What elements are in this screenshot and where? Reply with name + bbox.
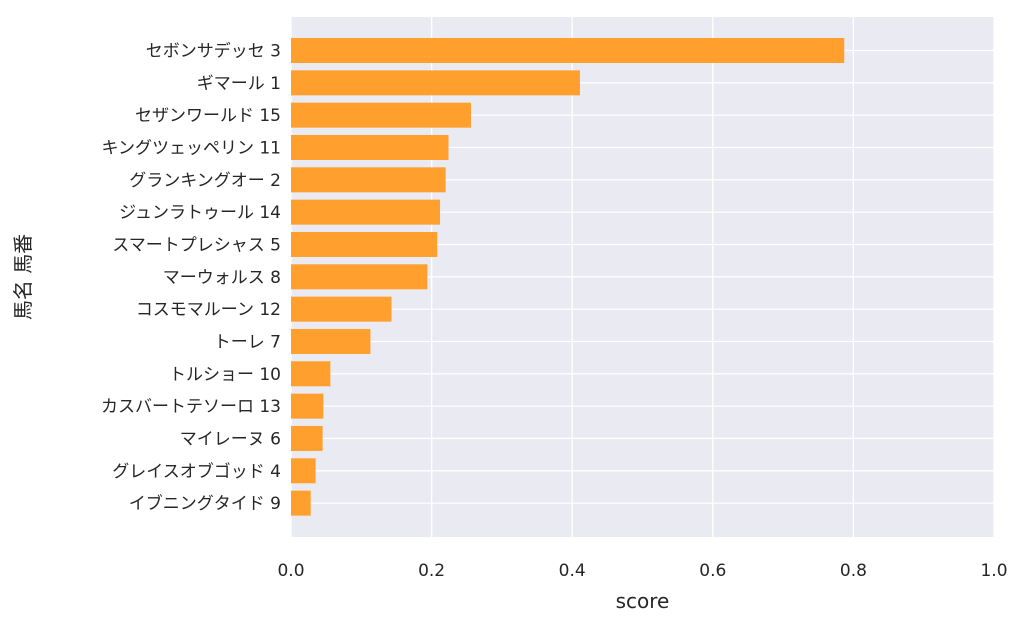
y-tick-label: グランキングオー 2 [129,171,281,191]
bar [291,490,311,516]
y-tick-label: マーウォルス 8 [163,268,281,288]
x-tick-label: 1.0 [980,561,1007,581]
bar [291,231,438,257]
bar [291,134,449,160]
y-tick-label: キングツェッペリン 11 [101,138,281,158]
y-tick-label: マイレーヌ 6 [180,429,281,449]
y-tick-label: トーレ 7 [214,332,281,352]
bar [291,425,323,451]
x-tick-label: 0.8 [840,561,867,581]
y-tick-label: ギマール 1 [197,74,281,94]
y-tick-label: カスバートテソーロ 13 [101,397,281,417]
y-tick-label: スマートプレシャス 5 [112,235,281,255]
bar [291,361,331,387]
bar [291,458,316,484]
y-tick-label: セボンサデッセ 3 [146,41,281,62]
bar [291,264,428,290]
bar [291,328,371,354]
y-tick-label: ジュンラトゥール 14 [119,203,281,223]
x-tick-label: 0.0 [277,561,304,581]
x-tick-label: 0.6 [699,561,726,581]
y-tick-label: コスモマルーン 12 [136,300,281,320]
y-tick-label: グレイスオブゴッド 4 [112,461,281,482]
bars [291,38,845,516]
bar [291,70,580,96]
y-tick-label: イブニングタイド 9 [129,493,281,514]
bar [291,199,441,225]
bar [291,38,845,63]
y-tick-labels: セボンサデッセ 3 ギマール 1 セザンワールド 15 キングツェッペリン 11 グラン… [101,41,281,515]
y-tick-label: トルショー 10 [169,365,281,385]
y-axis-label: 馬名 馬番 [11,234,35,320]
x-axis-label: score [616,589,670,613]
y-tick-label: セザンワールド 15 [135,106,281,126]
x-tick-label: 0.2 [418,561,445,581]
bar [291,296,392,322]
x-tick-label: 0.4 [559,561,586,581]
bar [291,167,446,193]
bar [291,393,324,419]
bar [291,102,471,128]
x-tick-labels: 0.0 0.2 0.4 0.6 0.8 1.0 [277,561,1007,581]
